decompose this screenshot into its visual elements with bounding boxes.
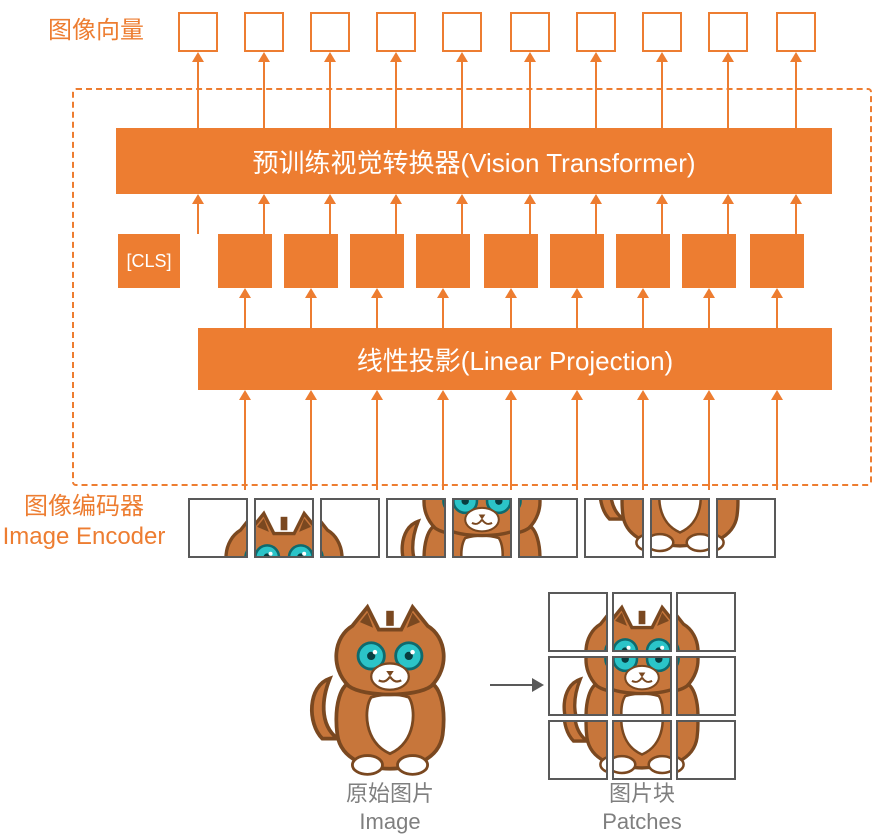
arrow-up-icon — [795, 202, 797, 234]
flat-patch — [716, 498, 776, 558]
arrow-up-icon — [395, 202, 397, 234]
arrow-up-icon — [595, 202, 597, 234]
embedding-token-box — [682, 234, 736, 288]
arrow-up-icon — [795, 60, 797, 128]
arrow-up-icon — [708, 398, 710, 490]
arrow-up-icon — [461, 202, 463, 234]
arrow-up-icon — [263, 60, 265, 128]
patches-caption: 图片块 Patches — [548, 780, 736, 835]
output-token-box — [244, 12, 284, 52]
arrow-up-icon — [510, 296, 512, 328]
output-token-box — [776, 12, 816, 52]
image-caption: 原始图片 Image — [296, 780, 484, 835]
patch-cell — [612, 656, 672, 716]
patch-cell — [612, 720, 672, 780]
patch-row — [188, 498, 776, 558]
arrow-up-icon — [529, 60, 531, 128]
patch-cell — [548, 720, 608, 780]
flat-patch — [386, 498, 446, 558]
arrow-up-icon — [244, 296, 246, 328]
embedding-token-box — [484, 234, 538, 288]
patch-cell — [612, 592, 672, 652]
arrow-up-icon — [461, 60, 463, 128]
embedding-token-box — [350, 234, 404, 288]
arrow-up-icon — [776, 296, 778, 328]
linear-projection-block: 线性投影(Linear Projection) — [198, 328, 832, 390]
flat-patch — [518, 498, 578, 558]
arrow-up-icon — [442, 398, 444, 490]
output-token-box — [310, 12, 350, 52]
embedding-token-box — [218, 234, 272, 288]
output-token-box — [178, 12, 218, 52]
embedding-token-box — [616, 234, 670, 288]
encoder-label-en: Image Encoder — [0, 522, 174, 552]
arrow-up-icon — [442, 296, 444, 328]
patches-grid — [548, 592, 736, 780]
embedding-token-box — [284, 234, 338, 288]
patches-caption-en: Patches — [548, 808, 736, 835]
output-token-box — [510, 12, 550, 52]
arrow-up-icon — [329, 202, 331, 234]
output-token-box — [576, 12, 616, 52]
output-token-box — [376, 12, 416, 52]
arrow-up-icon — [376, 398, 378, 490]
output-title: 图像向量 — [48, 16, 144, 46]
image-caption-cn: 原始图片 — [296, 780, 484, 808]
embedding-token-box — [750, 234, 804, 288]
arrow-up-icon — [576, 398, 578, 490]
arrow-up-icon — [329, 60, 331, 128]
arrow-up-icon — [661, 60, 663, 128]
arrow-up-icon — [310, 296, 312, 328]
arrow-up-icon — [727, 202, 729, 234]
patch-cell — [676, 720, 736, 780]
arrow-up-icon — [395, 60, 397, 128]
patch-cell — [548, 656, 608, 716]
output-token-box — [642, 12, 682, 52]
arrow-up-icon — [642, 296, 644, 328]
arrow-up-icon — [642, 398, 644, 490]
flat-patch — [452, 498, 512, 558]
arrow-up-icon — [776, 398, 778, 490]
embedding-token-box — [416, 234, 470, 288]
arrow-up-icon — [708, 296, 710, 328]
flat-patch — [320, 498, 380, 558]
output-token-box — [442, 12, 482, 52]
image-caption-en: Image — [296, 808, 484, 835]
flat-patch — [188, 498, 248, 558]
embedding-token-box — [550, 234, 604, 288]
flat-patch — [650, 498, 710, 558]
arrow-up-icon — [727, 60, 729, 128]
arrow-up-icon — [310, 398, 312, 490]
patch-cell — [548, 592, 608, 652]
arrow-up-icon — [595, 60, 597, 128]
arrow-right-icon — [490, 684, 534, 686]
output-token-box — [708, 12, 748, 52]
arrow-up-icon — [576, 296, 578, 328]
arrow-up-icon — [661, 202, 663, 234]
arrow-up-icon — [376, 296, 378, 328]
arrow-up-icon — [263, 202, 265, 234]
encoder-label-cn: 图像编码器 — [0, 492, 174, 522]
flat-patch — [254, 498, 314, 558]
patch-cell — [676, 592, 736, 652]
vit-block: 预训练视觉转换器(Vision Transformer) — [116, 128, 832, 194]
arrow-up-icon — [197, 202, 199, 234]
cls-token: [CLS] — [118, 234, 180, 288]
encoder-label: 图像编码器 Image Encoder — [0, 492, 174, 552]
flat-patch — [584, 498, 644, 558]
patch-cell — [676, 656, 736, 716]
original-image — [296, 592, 484, 780]
arrow-up-icon — [529, 202, 531, 234]
arrow-up-icon — [510, 398, 512, 490]
arrow-up-icon — [197, 60, 199, 128]
patches-caption-cn: 图片块 — [548, 780, 736, 808]
arrow-up-icon — [244, 398, 246, 490]
